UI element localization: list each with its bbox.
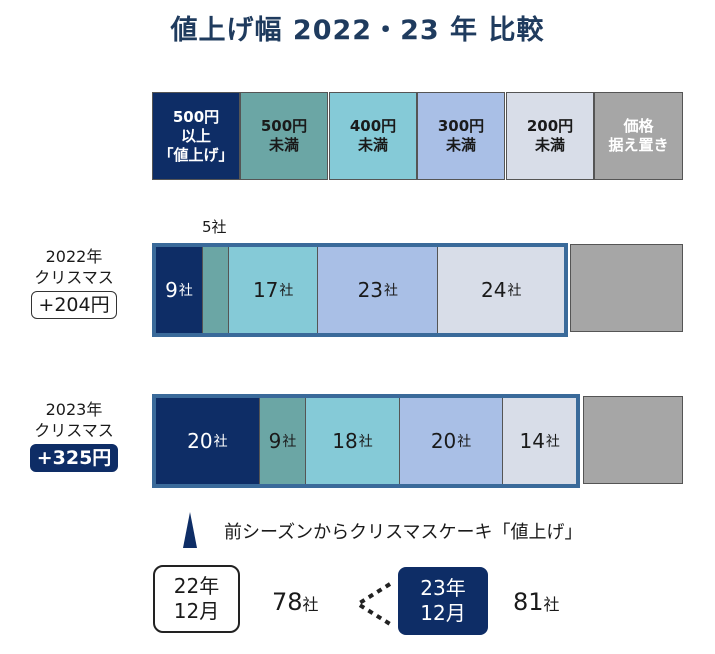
legend-label: 200円 bbox=[526, 117, 574, 135]
bar-segment: 23 社 bbox=[318, 247, 439, 333]
bar-segment: 24 社 bbox=[438, 247, 564, 333]
bar-frame-2022: 9 社 17 社 23 社 24 社 bbox=[152, 243, 568, 337]
bar-value-label: 23 bbox=[357, 278, 384, 302]
legend-label: 500円 bbox=[260, 117, 308, 135]
row-year: 2022年 bbox=[45, 247, 103, 266]
bar-segment: 14 社 bbox=[503, 398, 576, 484]
bar-value-label: 14 bbox=[519, 429, 545, 453]
legend-label: 500円 bbox=[172, 107, 220, 126]
legend-label: 400円 bbox=[349, 117, 397, 135]
legend-item: 価格 据え置き bbox=[594, 92, 683, 180]
bar-value-unit: 社 bbox=[213, 434, 228, 450]
bar-value-label: 17 bbox=[252, 278, 279, 302]
legend-item: 300円 未満 bbox=[417, 92, 505, 180]
legend-item: 500円 以上 「値上げ」 bbox=[152, 92, 240, 180]
gray-block-2022 bbox=[570, 244, 683, 332]
prev-count: 78社 bbox=[272, 588, 319, 616]
bar-value-label: 9 bbox=[165, 278, 178, 302]
bar-frame-2023: 20 社 9 社 18 社 20 社 14 社 bbox=[152, 394, 580, 488]
bar-value-label: 24 bbox=[480, 278, 507, 302]
row-label: クリスマス bbox=[34, 268, 114, 287]
bar-value-label: 9 bbox=[268, 429, 282, 453]
legend-label: 「値上げ」 bbox=[158, 145, 234, 164]
legend-item: 200円 未満 bbox=[506, 92, 594, 180]
prev-period-month: 12月 bbox=[173, 599, 220, 623]
bar-value-label: 20 bbox=[430, 429, 457, 453]
chevron-left-icon bbox=[354, 582, 392, 626]
bar-value-unit: 社 bbox=[457, 434, 472, 450]
bar-value-unit: 社 bbox=[384, 283, 399, 299]
bar-segment bbox=[203, 247, 230, 333]
arrow-up-icon bbox=[183, 512, 197, 548]
legend-label: 価格 bbox=[623, 117, 654, 135]
legend-item: 400円 未満 bbox=[329, 92, 417, 180]
callout-5-companies: 5社 bbox=[202, 218, 227, 236]
bar-value-unit: 社 bbox=[279, 283, 294, 299]
curr-period-month: 12月 bbox=[420, 601, 466, 625]
row-label: クリスマス bbox=[34, 421, 114, 440]
bar-segment: 20 社 bbox=[156, 398, 260, 484]
curr-period-year: 23年 bbox=[420, 576, 466, 600]
curr-count: 81社 bbox=[513, 588, 560, 616]
prev-count-unit: 社 bbox=[302, 595, 319, 614]
legend-label: 据え置き bbox=[608, 136, 669, 154]
bar-value-label: 20 bbox=[187, 429, 213, 453]
price-change-badge: +204円 bbox=[31, 291, 117, 319]
bar-segment: 18 社 bbox=[306, 398, 400, 484]
prev-count-value: 78 bbox=[272, 588, 303, 616]
curr-count-value: 81 bbox=[513, 588, 544, 616]
legend-item: 500円 未満 bbox=[240, 92, 328, 180]
curr-count-unit: 社 bbox=[543, 595, 560, 614]
legend-label: 未満 bbox=[534, 136, 565, 154]
legend-label: 300円 bbox=[437, 117, 485, 135]
bar-value-unit: 社 bbox=[282, 434, 297, 450]
note-text: 前シーズンからクリスマスケーキ「値上げ」 bbox=[224, 522, 583, 543]
bar-value-unit: 社 bbox=[507, 283, 522, 299]
row-year: 2023年 bbox=[45, 400, 103, 419]
bar-segment: 17 社 bbox=[229, 247, 319, 333]
legend-label: 未満 bbox=[445, 136, 476, 154]
bar-value-unit: 社 bbox=[545, 434, 560, 450]
curr-period-box: 23年 12月 bbox=[398, 567, 488, 635]
legend-label: 未満 bbox=[357, 136, 388, 154]
price-change-badge: +325円 bbox=[29, 444, 119, 472]
bar-value-unit: 社 bbox=[358, 434, 373, 450]
bar-segment: 20 社 bbox=[399, 398, 504, 484]
legend-label: 以上 bbox=[180, 126, 211, 145]
legend-label: 未満 bbox=[268, 136, 299, 154]
prev-period-year: 22年 bbox=[173, 574, 220, 598]
bar-value-unit: 社 bbox=[178, 283, 193, 299]
row-label-2022: 2022年 クリスマス +204円 bbox=[9, 246, 139, 319]
prev-period-box: 22年 12月 bbox=[153, 565, 240, 633]
gray-block-2023 bbox=[583, 396, 683, 484]
row-label-2023: 2023年 クリスマス +325円 bbox=[9, 399, 139, 472]
chart-title: 値上げ幅 2022・23 年 比較 bbox=[170, 15, 545, 46]
bar-value-label: 18 bbox=[332, 429, 358, 453]
